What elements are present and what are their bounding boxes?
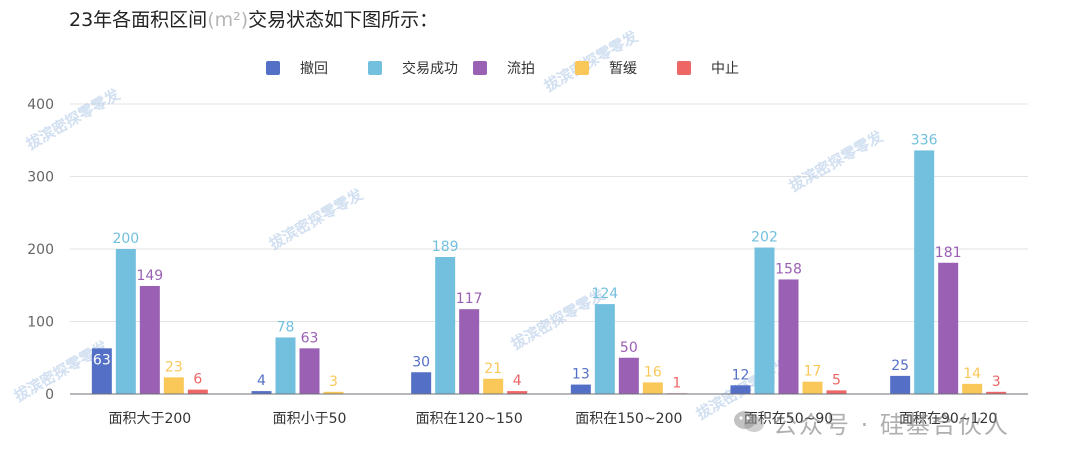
data-label: 149 [136, 268, 163, 284]
data-label: 158 [775, 261, 802, 277]
data-label: 17 [804, 364, 822, 380]
watermark-text: 拔滨密探零零发 [23, 85, 124, 154]
bar[interactable] [163, 377, 184, 394]
bar[interactable] [594, 304, 615, 394]
data-label: 63 [93, 352, 111, 368]
data-label: 202 [751, 230, 778, 246]
bar[interactable] [986, 391, 1007, 394]
y-tick-label: 0 [45, 387, 54, 403]
legend[interactable]: 撤回 交易成功 流拍 暂缓 中止 [266, 60, 739, 77]
y-tick-label: 200 [27, 242, 54, 258]
data-label: 1 [672, 375, 681, 391]
data-label: 200 [112, 231, 139, 247]
bar[interactable] [251, 391, 272, 394]
legend-label[interactable]: 暂缓 [609, 61, 637, 77]
bar[interactable] [115, 249, 136, 394]
x-tick-label: 面积在120~150 [416, 411, 523, 427]
bar[interactable] [826, 390, 847, 394]
grid [70, 103, 1028, 322]
data-label: 5 [832, 372, 841, 388]
data-label: 50 [620, 340, 638, 356]
watermark-text: 拔滨密探零零发 [786, 127, 887, 196]
legend-label[interactable]: 撤回 [300, 61, 328, 77]
bar[interactable] [507, 391, 528, 394]
bar[interactable] [570, 384, 591, 394]
data-label: 117 [456, 291, 483, 307]
data-label: 30 [412, 354, 430, 370]
x-tick-label: 面积小于50 [273, 411, 347, 427]
bar[interactable] [91, 348, 112, 394]
data-label: 3 [992, 374, 1001, 390]
data-label: 21 [484, 361, 502, 377]
bar[interactable] [323, 391, 344, 394]
page-title-unit: (m²) [207, 9, 249, 31]
bar[interactable] [187, 389, 208, 394]
bar[interactable] [914, 150, 935, 394]
wechat-icon [733, 409, 765, 435]
y-tick-label: 300 [27, 170, 54, 186]
data-label: 4 [257, 373, 266, 389]
bar[interactable] [618, 357, 639, 394]
x-tick-label: 面积大于200 [108, 411, 191, 427]
legend-swatch[interactable] [677, 61, 691, 75]
data-label: 25 [891, 358, 909, 374]
data-label: 14 [963, 366, 981, 382]
brand-watermark: 公众号 · 硅基合伙人 [733, 402, 1010, 442]
bar[interactable] [275, 337, 296, 394]
bar[interactable] [139, 285, 160, 394]
bar[interactable] [730, 385, 751, 394]
bar[interactable] [802, 381, 823, 394]
data-label: 16 [644, 364, 662, 380]
data-label: 3 [329, 374, 338, 390]
bar[interactable] [754, 247, 775, 394]
bar[interactable] [938, 262, 959, 394]
watermark-text: 拔滨密探零零发 [266, 185, 367, 254]
legend-label[interactable]: 中止 [711, 61, 739, 77]
legend-swatch[interactable] [473, 61, 487, 75]
data-label: 12 [732, 367, 750, 383]
data-label: 124 [591, 286, 618, 302]
bar[interactable] [962, 383, 983, 394]
data-label: 189 [432, 239, 459, 255]
data-label: 78 [277, 319, 295, 335]
y-tick-label: 100 [27, 315, 54, 331]
data-label: 13 [572, 367, 590, 383]
data-label: 6 [193, 372, 202, 388]
data-labels: 63 200 149 23 6 4 78 63 3 30 189 117 21 4 13 124 50 16 1 12… [93, 132, 1001, 391]
brand-text: 公众号 · 硅基合伙人 [773, 410, 1010, 439]
legend-swatch[interactable] [368, 61, 382, 75]
data-label: 336 [911, 132, 938, 148]
page-title-text: 23年各面积区间 [69, 9, 208, 31]
bars [91, 150, 1007, 394]
bar[interactable] [411, 372, 432, 394]
legend-swatch[interactable] [575, 61, 589, 75]
page-title: 23年各面积区间(m²)交易状态如下图所示： [69, 6, 438, 34]
bar[interactable] [483, 378, 504, 394]
y-tick-label: 400 [27, 97, 54, 113]
legend-label[interactable]: 交易成功 [402, 60, 458, 77]
legend-label[interactable]: 流拍 [507, 61, 535, 77]
bar[interactable] [435, 256, 456, 394]
bar[interactable] [890, 375, 911, 394]
bar[interactable] [459, 309, 480, 394]
x-tick-label: 面积在90~120 [899, 411, 997, 427]
data-label: 23 [165, 359, 183, 375]
x-tick-label: 面积在50~90 [744, 411, 833, 427]
page-title-suffix: 交易状态如下图所示： [248, 9, 439, 31]
bar[interactable] [299, 348, 320, 394]
x-tick-label: 面积在150~200 [575, 411, 682, 427]
data-label: 181 [935, 245, 962, 261]
bar[interactable] [642, 382, 663, 394]
axes: 0 100 200 300 400 面积大于200 面积小于50 面积在120~150 面积在1… [27, 97, 1028, 427]
data-label: 4 [513, 373, 522, 389]
data-label: 63 [301, 330, 319, 346]
bar[interactable] [778, 279, 799, 394]
legend-swatch[interactable] [266, 61, 280, 75]
